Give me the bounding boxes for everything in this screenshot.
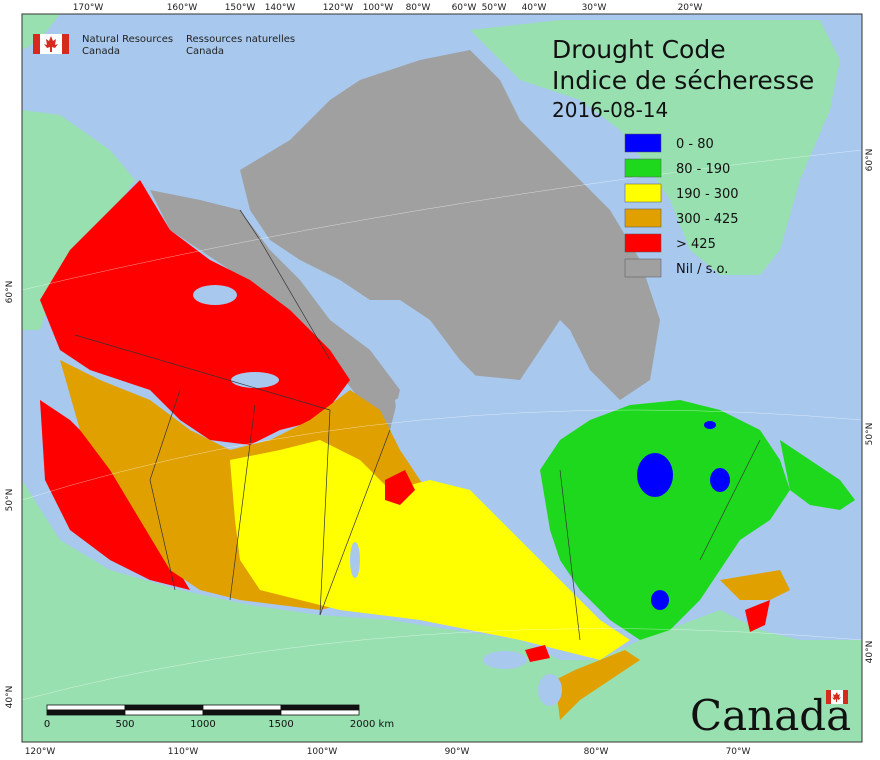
great-slave-lake (231, 372, 279, 388)
tick-right: 50°N (865, 423, 875, 446)
tick-top: 100°W (363, 3, 394, 13)
tick-top: 150°W (225, 3, 256, 13)
map-title-fr: Indice de sécheresse (552, 66, 814, 95)
wordmark-maple-leaf-icon (832, 692, 841, 702)
lake-superior (483, 651, 527, 669)
hudson-bay (395, 375, 560, 480)
scale-seg (124, 704, 204, 711)
agency-en-line2: Canada (82, 46, 120, 57)
nrcan-signature: Natural Resources Canada Ressources natu… (33, 34, 295, 57)
tick-top: 20°W (678, 3, 703, 13)
legend-label: 190 - 300 (676, 187, 739, 202)
legend-swatch (624, 208, 662, 228)
legend: 0 - 80 80 - 190 190 - 300 300 - 425 > 42… (624, 133, 739, 278)
scale-seg (280, 709, 360, 716)
map-date: 2016-08-14 (552, 98, 668, 122)
maple-leaf-icon (44, 36, 58, 52)
baffin-island (490, 130, 660, 400)
bottom-ticks: 120°W 110°W 100°W 90°W 80°W 70°W (25, 747, 751, 757)
land-alaska (22, 110, 135, 330)
legend-swatch (624, 233, 662, 253)
wordmark-flag-left (826, 690, 831, 704)
legend-label: 80 - 190 (676, 162, 730, 177)
scale-seg (202, 704, 282, 711)
tick-top: 50°W (482, 3, 507, 13)
zone-red-ontario (525, 645, 550, 662)
legend-label: > 425 (676, 237, 716, 252)
zone-red-maritimes (745, 600, 770, 632)
tick-right: 60°N (865, 149, 875, 172)
canada-wordmark: Canada (690, 690, 851, 740)
zone-red-manitoba (385, 470, 415, 505)
legend-label: 0 - 80 (676, 137, 714, 152)
scale-label: 1000 (190, 719, 215, 730)
scale-seg (124, 709, 204, 716)
great-bear-lake (193, 285, 237, 305)
wordmark-flag-right (843, 690, 848, 704)
agency-fr-line1: Ressources naturelles (186, 34, 295, 45)
right-ticks: 60°N 50°N 40°N (865, 149, 875, 664)
map-title-en: Drought Code (552, 35, 726, 64)
tick-left: 40°N (5, 686, 15, 709)
scale-seg (280, 704, 360, 711)
graticule (21, 149, 863, 701)
land-usa (22, 480, 862, 742)
legend-swatch (624, 158, 662, 178)
wordmark-text: Canada (690, 691, 851, 740)
tick-bottom: 110°W (168, 747, 199, 757)
legend-label: Nil / s.o. (676, 262, 728, 277)
scale-seg (46, 704, 126, 711)
tick-top: 140°W (265, 3, 296, 13)
tick-top: 160°W (167, 3, 198, 13)
tick-top: 120°W (323, 3, 354, 13)
left-ticks: 60°N 50°N 40°N (5, 281, 15, 709)
scale-label: 0 (44, 719, 50, 730)
tick-top: 30°W (582, 3, 607, 13)
zone-yellow-central (230, 440, 630, 660)
tick-top: 80°W (406, 3, 431, 13)
agency-en-line1: Natural Resources (82, 34, 173, 45)
agency-fr-line2: Canada (186, 46, 224, 57)
scale-label: 1500 (268, 719, 293, 730)
zone-blue-ungava (704, 421, 716, 429)
tick-top: 40°W (522, 3, 547, 13)
zone-green-east (540, 400, 790, 640)
flag-band-right (62, 34, 69, 54)
tick-top: 170°W (73, 3, 104, 13)
scale-bar: 0 500 1000 1500 2000 km (44, 704, 394, 730)
top-ticks: 170°W 160°W 150°W 140°W 120°W 100°W 80°W… (73, 3, 703, 13)
legend-swatch (624, 183, 662, 203)
tick-top: 60°W (452, 3, 477, 13)
zone-green-labrador (780, 440, 855, 510)
tick-bottom: 100°W (307, 747, 338, 757)
tick-left: 50°N (5, 489, 15, 512)
lake-huron (538, 674, 562, 706)
legend-swatch (624, 258, 662, 278)
scale-seg (46, 709, 126, 716)
scale-label: 2000 km (350, 719, 394, 730)
zone-blue-south (651, 590, 669, 610)
land-russia (22, 14, 60, 50)
tick-right: 40°N (865, 641, 875, 664)
tick-bottom: 120°W (25, 747, 56, 757)
flag-band-left (33, 34, 40, 54)
tick-left: 60°N (5, 281, 15, 304)
tick-bottom: 80°W (584, 747, 609, 757)
provincial-borders (74, 209, 761, 641)
scale-seg (202, 709, 282, 716)
zone-blue-quebec (637, 453, 673, 497)
legend-label: 300 - 425 (676, 212, 739, 227)
scale-label: 500 (115, 719, 134, 730)
tick-bottom: 90°W (445, 747, 470, 757)
zone-orange-maritimes (720, 570, 790, 600)
tick-bottom: 70°W (726, 747, 751, 757)
zone-blue-east (710, 468, 730, 492)
map-frame (21, 13, 863, 743)
zone-orange-s-ontario (555, 650, 640, 720)
lake-winnipeg (350, 542, 360, 578)
legend-swatch (624, 133, 662, 153)
zone-red-bc (40, 400, 190, 590)
